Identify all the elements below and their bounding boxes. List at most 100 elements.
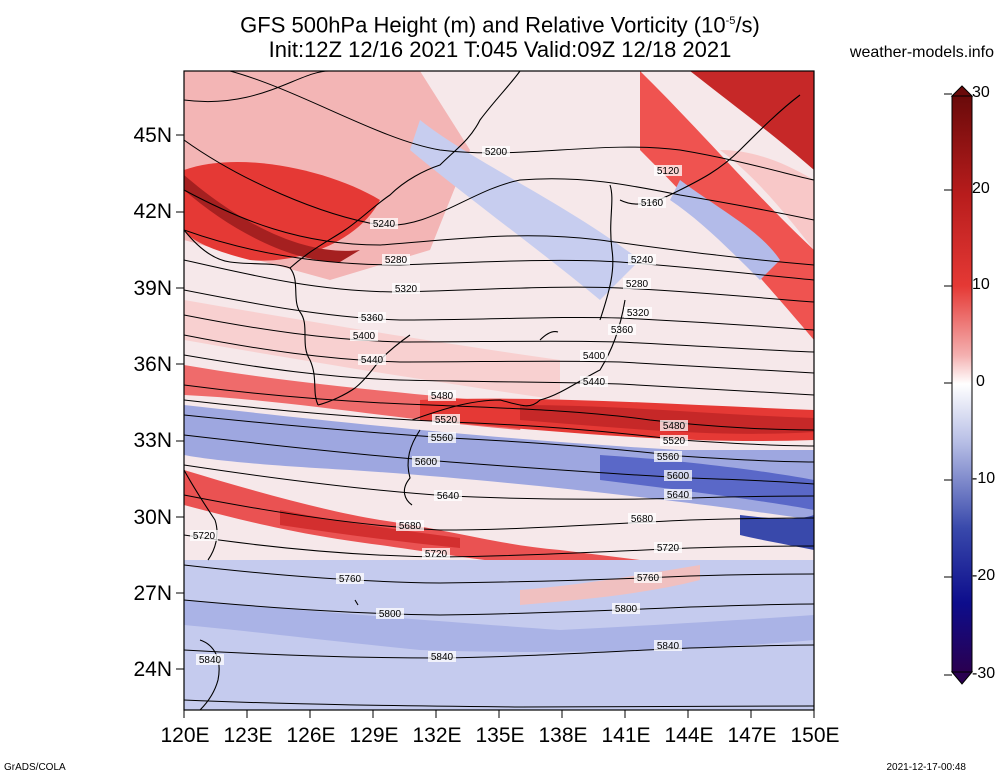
colorbar-label-0: 0 — [976, 373, 985, 390]
contour-label-bg — [432, 414, 460, 425]
contour-label-bg — [434, 490, 462, 501]
contour-label-bg — [428, 432, 456, 443]
contour-label-bg — [654, 451, 682, 462]
contour-label-bg — [422, 548, 450, 559]
contour-label: 5720 — [657, 543, 680, 554]
colorbar-label-neg20: -20 — [972, 567, 996, 584]
footer-grads: GrADS/COLA — [4, 762, 66, 773]
contour-label: 5480 — [663, 421, 686, 432]
colorbar-label-20: 20 — [972, 180, 990, 197]
lon-label-144e: 144E — [664, 724, 714, 747]
title-line-2: Init:12Z 12/16 2021 T:045 Valid:09Z 12/1… — [268, 37, 732, 62]
colorbar-bottom-cap — [950, 671, 974, 685]
lon-label-132e: 132E — [412, 724, 462, 747]
contour-label-bg — [336, 573, 364, 584]
contour-label: 5480 — [431, 391, 454, 402]
contour-label-bg — [482, 146, 510, 157]
lon-label-138e: 138E — [538, 724, 588, 747]
contour-label-bg — [396, 520, 424, 531]
contour-label-bg — [580, 376, 608, 387]
vorticity-field: 5200 5120 5160 5240 5240 5280 5280 5320 5320 5360… — [184, 71, 814, 710]
contour-label-bg — [628, 513, 656, 524]
colorbar-label-neg10: -10 — [972, 470, 996, 487]
contour-label-bg — [623, 278, 651, 289]
contour-label: 5280 — [385, 255, 408, 266]
contour-label: 5720 — [425, 549, 448, 560]
contour-label-bg — [654, 640, 682, 651]
contour-label-bg — [664, 470, 692, 481]
lat-label-39n: 39N — [133, 277, 172, 300]
lon-label-126e: 126E — [286, 724, 336, 747]
lat-label-45n: 45N — [133, 124, 172, 147]
contour-label-bg — [412, 456, 440, 467]
site-watermark: weather-models.info — [849, 44, 994, 61]
contour-label: 5560 — [431, 433, 454, 444]
contour-label: 5640 — [667, 490, 690, 501]
contour-label-bg — [392, 283, 420, 294]
contour-label-bg — [370, 218, 398, 229]
contour-label-bg — [654, 165, 682, 176]
contour-label: 5720 — [193, 531, 216, 542]
title-line-1: GFS 500hPa Height (m) and Relative Vorti… — [240, 12, 760, 38]
contour-label-bg — [428, 651, 456, 662]
contour-label-bg — [376, 608, 404, 619]
contour-label: 5640 — [437, 491, 460, 502]
contour-label-bg — [660, 435, 688, 446]
contour-label: 5600 — [415, 457, 438, 468]
contour-label: 5360 — [361, 313, 384, 324]
lat-label-24n: 24N — [133, 658, 172, 681]
contour-label-bg — [664, 489, 692, 500]
footer-timestamp: 2021-12-17-00:48 — [886, 762, 966, 773]
contour-label: 5240 — [631, 255, 654, 266]
contour-label: 5800 — [379, 609, 402, 620]
contour-label: 5120 — [657, 166, 680, 177]
contour-label: 5840 — [657, 641, 680, 652]
contour-label: 5840 — [199, 655, 222, 666]
contour-label-bg — [612, 603, 640, 614]
contour-label-bg — [608, 324, 636, 335]
contour-labels: 5200 5120 5160 5240 5240 5280 5280 5320 5320 5360… — [190, 146, 692, 666]
colorbar-label-neg30: -30 — [972, 665, 996, 682]
contour-label: 5560 — [657, 452, 680, 463]
contour-label: 5800 — [615, 604, 638, 615]
contour-label: 5320 — [627, 308, 650, 319]
contour-label-bg — [358, 312, 386, 323]
contour-label: 5160 — [641, 198, 664, 209]
contour-label-bg — [350, 330, 378, 341]
contour-label: 5440 — [361, 355, 384, 366]
contour-label: 5200 — [485, 147, 508, 158]
contour-label: 5680 — [631, 514, 654, 525]
lat-label-27n: 27N — [133, 582, 172, 605]
lat-label-30n: 30N — [133, 506, 172, 529]
lat-label-36n: 36N — [133, 353, 172, 376]
colorbar-label-30: 30 — [972, 84, 990, 101]
colorbar-top-cap — [950, 85, 974, 97]
contour-label: 5680 — [399, 521, 422, 532]
contour-label-bg — [628, 254, 656, 265]
contour-label: 5400 — [353, 331, 376, 342]
colorbar-ticks — [944, 93, 952, 676]
contour-label: 5760 — [637, 573, 660, 584]
contour-label-bg — [190, 530, 218, 541]
axis-ticks — [176, 134, 815, 718]
lon-label-141e: 141E — [601, 724, 651, 747]
lat-label-33n: 33N — [133, 429, 172, 452]
lon-label-147e: 147E — [727, 724, 777, 747]
contour-label-bg — [382, 254, 410, 265]
colorbar — [951, 95, 973, 673]
contour-label: 5760 — [339, 574, 362, 585]
lon-label-120e: 120E — [160, 724, 210, 747]
height-contours — [184, 71, 814, 708]
contour-label-bg — [660, 420, 688, 431]
contour-label: 5240 — [373, 219, 396, 230]
contour-label-bg — [634, 572, 662, 583]
contour-label: 5400 — [583, 351, 606, 362]
contour-label-bg — [654, 542, 682, 553]
contour-label-bg — [638, 197, 666, 208]
contour-label-bg — [428, 390, 456, 401]
lon-label-150e: 150E — [790, 724, 840, 747]
coastlines — [184, 71, 801, 710]
contour-label-bg — [196, 654, 224, 665]
lon-label-135e: 135E — [475, 724, 525, 747]
